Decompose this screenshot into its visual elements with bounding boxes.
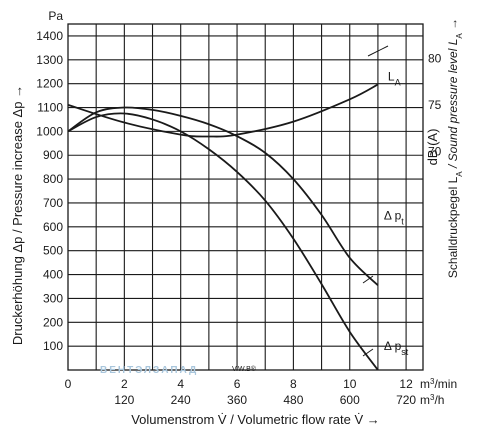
left-axis-ticks: 100 200 300 400 500 600 700 800 900 1000 1100 1200 1… bbox=[36, 29, 63, 353]
left-tick-label: 100 bbox=[43, 339, 63, 353]
x-tick-label-primary: 0 bbox=[65, 377, 72, 391]
curve-labels: LA Δ pt Δ pst bbox=[362, 45, 409, 357]
x-tick-label-primary: 8 bbox=[290, 377, 297, 391]
right-axis-unit: dB (A) bbox=[425, 129, 440, 166]
x-axis-ticks: 0 2 4 6 8 10 12 120 240 360 480 600 720 bbox=[65, 377, 417, 407]
left-tick-label: 1000 bbox=[36, 124, 63, 138]
left-tick-label: 400 bbox=[43, 268, 63, 282]
series-label-leader bbox=[367, 45, 389, 57]
watermark-tag: V.W.B® bbox=[232, 365, 257, 373]
left-tick-label: 500 bbox=[43, 244, 63, 258]
series-line bbox=[67, 83, 379, 138]
series-line bbox=[67, 106, 379, 286]
series-label-leader bbox=[362, 275, 374, 284]
x-tick-label-primary: 10 bbox=[343, 377, 357, 391]
left-axis-title: Druckerhöhung Δp / Pressure increase Δp … bbox=[10, 85, 25, 345]
x-axis-title: Volumenstrom V̇ / Volumetric flow rate V… bbox=[131, 412, 380, 427]
series-label: Δ pt bbox=[384, 208, 404, 226]
right-axis-title: Schalldruckpegel LA / Sound pressure lev… bbox=[446, 18, 464, 278]
series-label: Δ pst bbox=[384, 339, 409, 357]
x-tick-label-secondary: 120 bbox=[114, 393, 134, 407]
x-tick-label-primary: 2 bbox=[121, 377, 128, 391]
right-axis-title-group: Schalldruckpegel LA / Sound pressure lev… bbox=[446, 18, 464, 278]
grid bbox=[68, 24, 423, 370]
watermark-brand: ВЕНТЭЛЗАПАД bbox=[100, 365, 198, 376]
x-axis-unit-secondary: m3/h bbox=[420, 393, 444, 408]
x-tick-label-primary: 4 bbox=[177, 377, 184, 391]
left-tick-label: 600 bbox=[43, 220, 63, 234]
right-axis-ticks: 70 75 80 bbox=[428, 51, 442, 158]
curves bbox=[67, 83, 379, 371]
x-tick-label-secondary: 480 bbox=[283, 393, 303, 407]
x-tick-label-secondary: 720 bbox=[396, 393, 416, 407]
left-tick-label: 1300 bbox=[36, 53, 63, 67]
x-tick-label-secondary: 360 bbox=[227, 393, 247, 407]
right-tick-label: 80 bbox=[428, 51, 442, 65]
left-tick-label: 800 bbox=[43, 172, 63, 186]
left-tick-label: 1200 bbox=[36, 77, 63, 91]
right-tick-label: 75 bbox=[428, 98, 442, 112]
x-tick-label-primary: 6 bbox=[234, 377, 241, 391]
x-axis-unit-primary: m3/min bbox=[420, 377, 457, 392]
right-unit-group: dB (A) bbox=[425, 129, 440, 166]
watermark: ВЕНТЭЛЗАПАД V.W.B® bbox=[100, 365, 257, 376]
left-tick-label: 200 bbox=[43, 315, 63, 329]
left-tick-label: 900 bbox=[43, 148, 63, 162]
left-tick-label: 1400 bbox=[36, 29, 63, 43]
x-tick-label-secondary: 600 bbox=[340, 393, 360, 407]
series-label-leader bbox=[362, 348, 374, 357]
x-tick-label-secondary: 240 bbox=[171, 393, 191, 407]
series-line bbox=[67, 112, 379, 371]
left-axis-unit: Pa bbox=[48, 9, 63, 23]
right-tick-label: 70 bbox=[428, 144, 442, 158]
left-axis-title-group: Druckerhöhung Δp / Pressure increase Δp … bbox=[10, 85, 25, 345]
plot-frame bbox=[67, 23, 424, 371]
left-tick-label: 700 bbox=[43, 196, 63, 210]
left-tick-label: 300 bbox=[43, 291, 63, 305]
series-label: LA bbox=[388, 69, 401, 87]
x-tick-label-primary: 12 bbox=[399, 377, 413, 391]
left-tick-label: 1100 bbox=[37, 101, 63, 115]
